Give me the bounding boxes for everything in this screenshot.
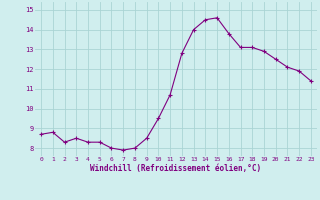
X-axis label: Windchill (Refroidissement éolien,°C): Windchill (Refroidissement éolien,°C)	[91, 164, 261, 173]
